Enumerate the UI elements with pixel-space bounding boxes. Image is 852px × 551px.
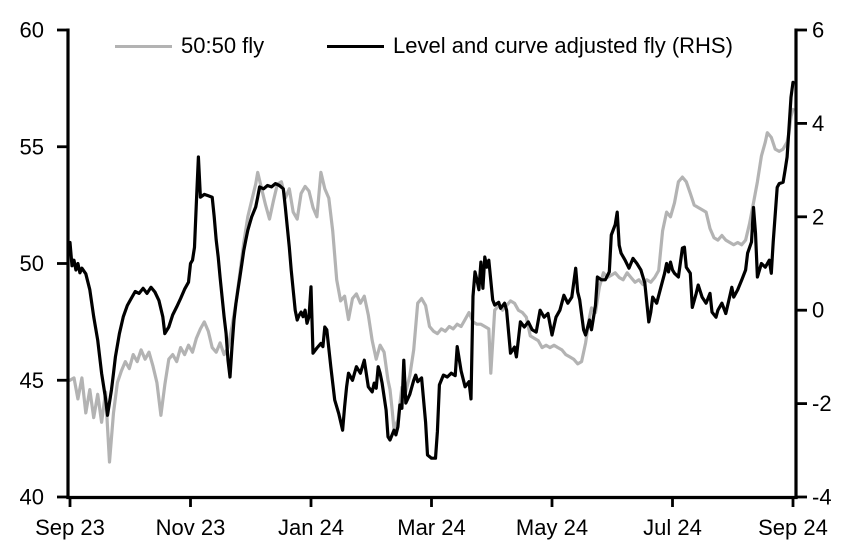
right-axis-tick-label: 2 [812,204,824,229]
left-axis-tick-label: 60 [20,18,44,43]
legend-item-adjusted-fly: Level and curve adjusted fly (RHS) [327,34,733,58]
legend-item-5050-fly: 50:50 fly [115,34,264,58]
left-axis-tick-label: 55 [20,134,44,159]
gray-line-swatch [115,44,172,48]
black-line-swatch [327,44,384,48]
x-axis-tick-label: Sep 24 [758,515,828,540]
right-axis-tick-label: 0 [812,298,824,323]
x-axis-tick-label: May 24 [516,515,588,540]
legend-label-5050-fly: 50:50 fly [181,33,265,58]
x-axis-tick-label: Jan 24 [278,515,344,540]
x-axis-tick-label: Sep 23 [35,515,105,540]
right-axis-tick-label: 6 [812,18,824,43]
left-axis-tick-label: 45 [20,368,44,393]
series-line-5050-fly [68,107,795,464]
left-axis-tick-label: 40 [20,485,44,510]
left-axis-tick-label: 50 [20,251,44,276]
x-axis-tick-label: Mar 24 [397,515,465,540]
right-axis-tick-label: -2 [812,391,832,416]
series-line-adjusted-fly [68,80,795,460]
x-axis-tick-label: Nov 23 [156,515,226,540]
right-axis-tick-label: -4 [812,485,832,510]
right-axis-tick-label: 4 [812,111,824,136]
legend-label-adjusted-fly: Level and curve adjusted fly (RHS) [393,33,733,58]
x-axis-tick-label: Jul 24 [643,515,702,540]
